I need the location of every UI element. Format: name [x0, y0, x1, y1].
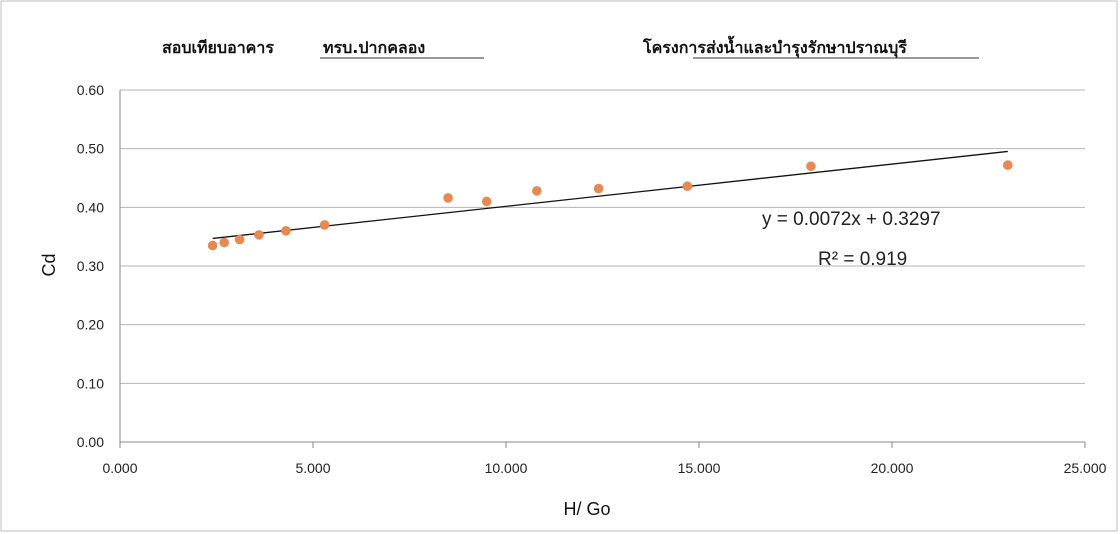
- data-point: [443, 193, 453, 203]
- data-point: [219, 237, 230, 248]
- data-point: [1003, 160, 1013, 170]
- data-point: [532, 186, 542, 196]
- y-tick-label: 0.40: [77, 199, 104, 215]
- x-tick-label: 0.000: [102, 460, 137, 476]
- r-squared: R² = 0.919: [818, 249, 907, 270]
- x-axis-title: H/ Go: [563, 499, 610, 519]
- data-point: [593, 183, 604, 194]
- data-point: [682, 181, 693, 192]
- x-tick-label: 15.000: [678, 460, 721, 476]
- y-tick-label: 0.30: [77, 258, 104, 274]
- x-tick-label: 5.000: [295, 460, 330, 476]
- data-point: [806, 161, 816, 172]
- title-prefix: สอบเทียบอาคาร: [162, 38, 274, 57]
- x-tick-label: 20.000: [871, 460, 914, 476]
- data-point: [254, 230, 264, 240]
- trendline-path: [212, 150, 1008, 240]
- data-point: [234, 234, 245, 245]
- y-tick-label: 0.60: [77, 82, 104, 98]
- y-axis-title: Cd: [39, 253, 59, 276]
- y-tick-label: 0.10: [77, 375, 104, 391]
- grid-lines: [120, 89, 1085, 384]
- data-point: [281, 226, 291, 236]
- trend-equation: y = 0.0072x + 0.3297: [762, 209, 941, 230]
- data-point: [207, 240, 218, 251]
- title-project: โครงการส่งน้ำและบำรุงรักษาปราณบุรี: [642, 35, 907, 58]
- y-tick-label: 0.20: [77, 317, 104, 333]
- x-tick-labels: 0.000 5.000 10.000 15.000 20.000 25.000: [102, 460, 1106, 476]
- data-point: [481, 196, 492, 207]
- y-tick-labels: 0.00 0.10 0.20 0.30 0.40 0.50 0.60: [77, 82, 104, 450]
- data-points: [207, 160, 1013, 251]
- y-tick-label: 0.50: [77, 141, 104, 157]
- axes: [119, 90, 1086, 448]
- data-point: [319, 220, 330, 230]
- x-tick-label: 25.000: [1064, 460, 1107, 476]
- x-tick-label: 10.000: [485, 460, 528, 476]
- y-tick-label: 0.00: [77, 434, 104, 450]
- title-station: ทรบ.ปากคลอง: [323, 38, 425, 57]
- trendline: [212, 150, 1008, 240]
